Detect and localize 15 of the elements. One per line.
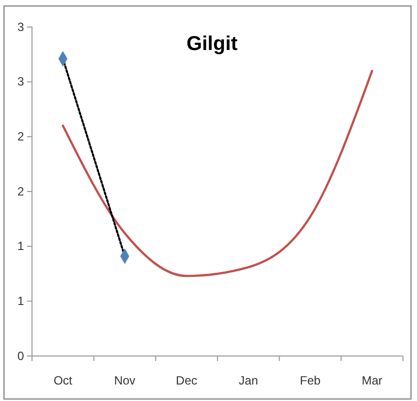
line-series: [62, 70, 374, 278]
y-tick-label: 3: [17, 74, 24, 89]
y-tick-label: 2: [17, 184, 24, 198]
y-tick-label: 3: [17, 20, 24, 34]
y-tick-label: 2: [17, 130, 24, 144]
x-tick-label: Dec: [176, 374, 198, 388]
x-tick-label: Feb: [300, 374, 321, 388]
y-tick-label: 1: [17, 239, 24, 254]
x-tick-label: Oct: [54, 374, 73, 388]
chart-title: Gilgit: [186, 33, 238, 55]
y-tick-label: 0: [17, 348, 24, 363]
x-tick-label: Nov: [114, 374, 136, 388]
x-tick-label: Mar: [362, 374, 382, 388]
x-tick-label: Jan: [238, 374, 258, 388]
y-tick-label: 1: [17, 294, 24, 308]
